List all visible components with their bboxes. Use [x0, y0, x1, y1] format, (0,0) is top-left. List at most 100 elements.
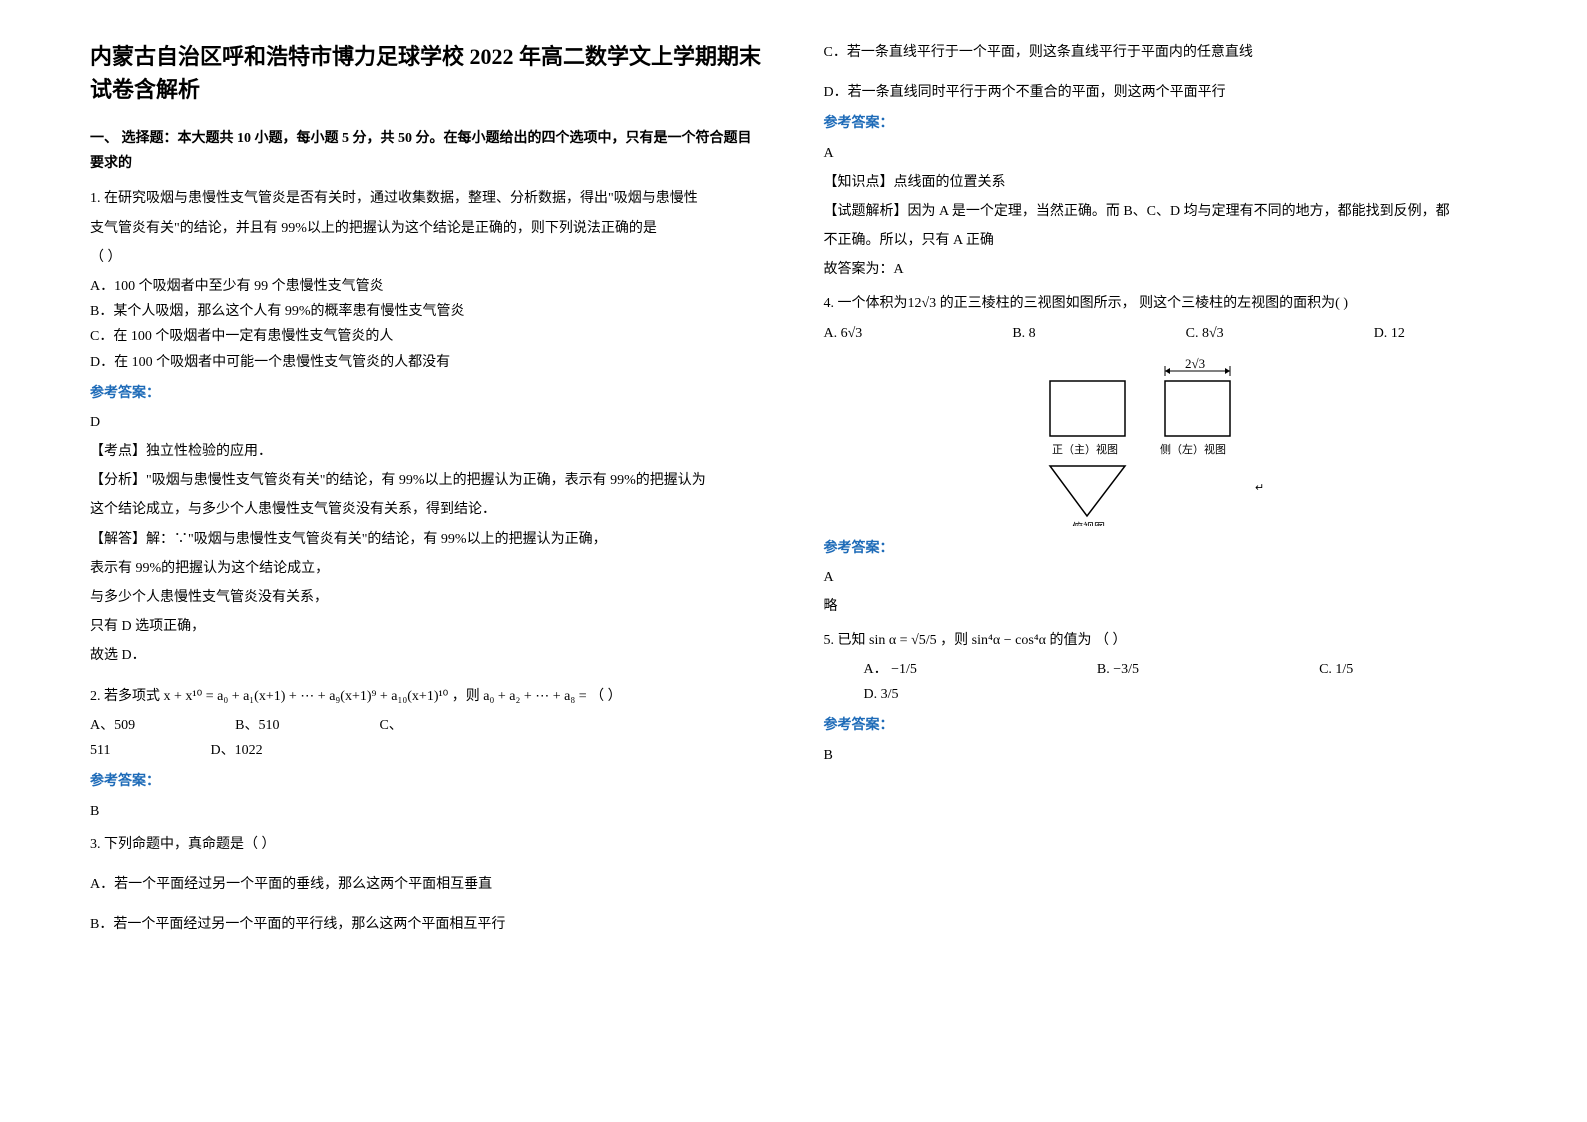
q3-options-ab: A．若一个平面经过另一个平面的垂线，那么这两个平面相互垂直 B．若一个平面经过另…	[90, 872, 764, 937]
question-2: 2. 若多项式 x + x¹⁰ = a₀ + a₁(x+1) + ⋯ + a₉(…	[90, 684, 764, 824]
q2-formula2: a₀ + a₂ + ⋯ + a₈ =	[483, 684, 586, 709]
q2-answer: B	[90, 799, 764, 824]
q5-option-a: −1/5	[891, 662, 917, 677]
front-view-label: 正（主）视图	[1052, 442, 1118, 456]
q5-opt-c-wrap: C. 1/5	[1319, 657, 1353, 682]
q2-option-c2: 511	[90, 738, 110, 763]
q1-line3: （ ）	[90, 245, 764, 270]
q3-analysis-3: 不正确。所以，只有 A 正确	[824, 228, 1498, 253]
q4-opt-b-wrap: B. 8	[1012, 321, 1035, 346]
front-view-rect	[1050, 381, 1125, 436]
q4-opt-b-label: B.	[1012, 326, 1025, 341]
q3-analysis-1: 【知识点】点线面的位置关系	[824, 170, 1498, 195]
q2-option-d: D、1022	[210, 738, 262, 763]
q5-text: 5. 已知 sin α = √5/5 ，则 sin⁴α − cos⁴α 的值为 …	[824, 628, 1498, 653]
q2-text: 2. 若多项式 x + x¹⁰ = a₀ + a₁(x+1) + ⋯ + a₉(…	[90, 684, 764, 709]
q5-options-row2: D. 3/5	[824, 682, 1498, 707]
q1-option-a: A．100 个吸烟者中至少有 99 个患慢性支气管炎	[90, 274, 764, 299]
q3-option-d: D．若一条直线同时平行于两个不重合的平面，则这两个平面平行	[824, 80, 1498, 105]
q4-opt-a-wrap: A. 6√3	[824, 321, 863, 346]
q5-answer-label: 参考答案：	[824, 713, 1498, 738]
q5-formula1: sin α = √5/5	[869, 628, 937, 653]
q3-option-b: B．若一个平面经过另一个平面的平行线，那么这两个平面相互平行	[90, 912, 764, 937]
q4-diagram: 2√3 正（主）视图 侧（左）视图 俯视图 ↵	[824, 356, 1498, 526]
q1-analysis-7: 只有 D 选项正确，	[90, 614, 764, 639]
top-view-triangle	[1050, 466, 1125, 516]
q1-analysis-5: 表示有 99%的把握认为这个结论成立，	[90, 556, 764, 581]
degree-mark: ↵	[1255, 482, 1264, 494]
q4-brief: 略	[824, 594, 1498, 619]
q1-analysis-8: 故选 D．	[90, 643, 764, 668]
q3-analysis-4: 故答案为：A	[824, 257, 1498, 282]
right-column: C．若一条直线平行于一个平面，则这条直线平行于平面内的任意直线 D．若一条直线同…	[794, 40, 1528, 1082]
q5-opt-a-label: A．	[864, 662, 888, 677]
q2-option-b: B、510	[235, 713, 279, 738]
q4-opt-d-label: D.	[1374, 326, 1388, 341]
q1-analysis-1: 【考点】独立性检验的应用．	[90, 439, 764, 464]
q3-options-cd: C．若一条直线平行于一个平面，则这条直线平行于平面内的任意直线 D．若一条直线同…	[824, 40, 1498, 105]
q4-mid: 的正三棱柱的三视图如图所示， 则这个三棱柱的左视图的面积为( )	[936, 296, 1348, 311]
q2-answer-label: 参考答案：	[90, 769, 764, 794]
exam-title: 内蒙古自治区呼和浩特市博力足球学校 2022 年高二数学文上学期期末试卷含解析	[90, 40, 764, 106]
q1-analysis-3: 这个结论成立，与多少个人患慢性支气管炎没有关系，得到结论．	[90, 497, 764, 522]
q5-mid: ，则	[940, 633, 968, 648]
q3-answer: A	[824, 141, 1498, 166]
q2-options-row2: 511 D、1022	[90, 738, 764, 763]
q5-suffix: 的值为 （ ）	[1049, 633, 1126, 648]
q4-option-c: 8√3	[1202, 326, 1224, 341]
q4-text: 4. 一个体积为12√3 的正三棱柱的三视图如图所示， 则这个三棱柱的左视图的面…	[824, 291, 1498, 316]
q5-opt-b-label: B.	[1097, 662, 1110, 677]
q1-line1: 1. 在研究吸烟与患慢性支气管炎是否有关时，通过收集数据，整理、分析数据，得出"…	[90, 186, 764, 211]
q3-option-a: A．若一个平面经过另一个平面的垂线，那么这两个平面相互垂直	[90, 872, 764, 897]
q1-analysis-2: 【分析】"吸烟与患慢性支气管炎有关"的结论，有 99%以上的把握认为正确，表示有…	[90, 468, 764, 493]
q1-analysis-6: 与多少个人患慢性支气管炎没有关系，	[90, 585, 764, 610]
q4-opt-c-label: C.	[1186, 326, 1199, 341]
q5-formula2: sin⁴α − cos⁴α	[972, 628, 1046, 653]
q1-option-c: C．在 100 个吸烟者中一定有患慢性支气管炎的人	[90, 324, 764, 349]
q2-options: A、509 B、510 C、 511 D、1022	[90, 713, 764, 763]
three-view-diagram: 2√3 正（主）视图 侧（左）视图 俯视图 ↵	[1030, 356, 1290, 526]
question-3-part2: C．若一条直线平行于一个平面，则这条直线平行于平面内的任意直线 D．若一条直线同…	[824, 40, 1498, 283]
q5-option-b: −3/5	[1113, 662, 1139, 677]
question-4: 4. 一个体积为12√3 的正三棱柱的三视图如图所示， 则这个三棱柱的左视图的面…	[824, 291, 1498, 620]
side-view-label: 侧（左）视图	[1160, 442, 1226, 456]
q3-answer-label: 参考答案：	[824, 111, 1498, 136]
q4-option-b: 8	[1029, 326, 1036, 341]
side-view-rect	[1165, 381, 1230, 436]
q5-option-c: 1/5	[1335, 662, 1353, 677]
top-view-label: 俯视图	[1072, 520, 1105, 526]
q3-analysis-2: 【试题解析】因为 A 是一个定理，当然正确。而 B、C、D 均与定理有不同的地方…	[824, 199, 1498, 224]
q5-prefix: 5. 已知	[824, 633, 866, 648]
section-1-header: 一、 选择题：本大题共 10 小题，每小题 5 分，共 50 分。在每小题给出的…	[90, 126, 764, 176]
left-column: 内蒙古自治区呼和浩特市博力足球学校 2022 年高二数学文上学期期末试卷含解析 …	[60, 40, 794, 1082]
dim-arrow-right	[1225, 368, 1230, 374]
q1-option-d: D．在 100 个吸烟者中可能一个患慢性支气管炎的人都没有	[90, 350, 764, 375]
q2-options-row1: A、509 B、510 C、	[90, 713, 764, 738]
q2-prefix: 2. 若多项式	[90, 689, 160, 704]
q2-formula: x + x¹⁰ = a₀ + a₁(x+1) + ⋯ + a₉(x+1)⁹ + …	[164, 684, 449, 709]
q2-option-a: A、509	[90, 713, 135, 738]
q5-opt-d-wrap: D. 3/5	[864, 687, 899, 702]
q4-prefix: 4. 一个体积为	[824, 296, 908, 311]
q1-answer-label: 参考答案：	[90, 381, 764, 406]
q4-option-d: 12	[1391, 326, 1405, 341]
q4-options: A. 6√3 B. 8 C. 8√3 D. 12	[824, 321, 1498, 346]
q5-opt-d-label: D.	[864, 687, 878, 702]
q1-line2: 支气管炎有关"的结论，并且有 99%以上的把握认为这个结论是正确的，则下列说法正…	[90, 216, 764, 241]
q4-opt-c-wrap: C. 8√3	[1186, 321, 1224, 346]
q2-suffix: （ ）	[590, 689, 622, 704]
q4-opt-a-label: A.	[824, 326, 838, 341]
question-5: 5. 已知 sin α = √5/5 ，则 sin⁴α − cos⁴α 的值为 …	[824, 628, 1498, 768]
q5-option-d: 3/5	[881, 687, 899, 702]
q5-opt-a-wrap: A． −1/5	[864, 657, 917, 682]
dim-arrow-left	[1165, 368, 1170, 374]
q4-answer: A	[824, 565, 1498, 590]
q3-text: 3. 下列命题中，真命题是（ ）	[90, 832, 764, 857]
q4-answer-label: 参考答案：	[824, 536, 1498, 561]
dim-label: 2√3	[1185, 356, 1205, 371]
q2-option-c: C、	[379, 713, 402, 738]
q1-options: A．100 个吸烟者中至少有 99 个患慢性支气管炎 B．某个人吸烟，那么这个人…	[90, 274, 764, 375]
q1-analysis-4: 【解答】解：∵"吸烟与患慢性支气管炎有关"的结论，有 99%以上的把握认为正确，	[90, 527, 764, 552]
q5-answer: B	[824, 743, 1498, 768]
q1-option-b: B．某个人吸烟，那么这个人有 99%的概率患有慢性支气管炎	[90, 299, 764, 324]
